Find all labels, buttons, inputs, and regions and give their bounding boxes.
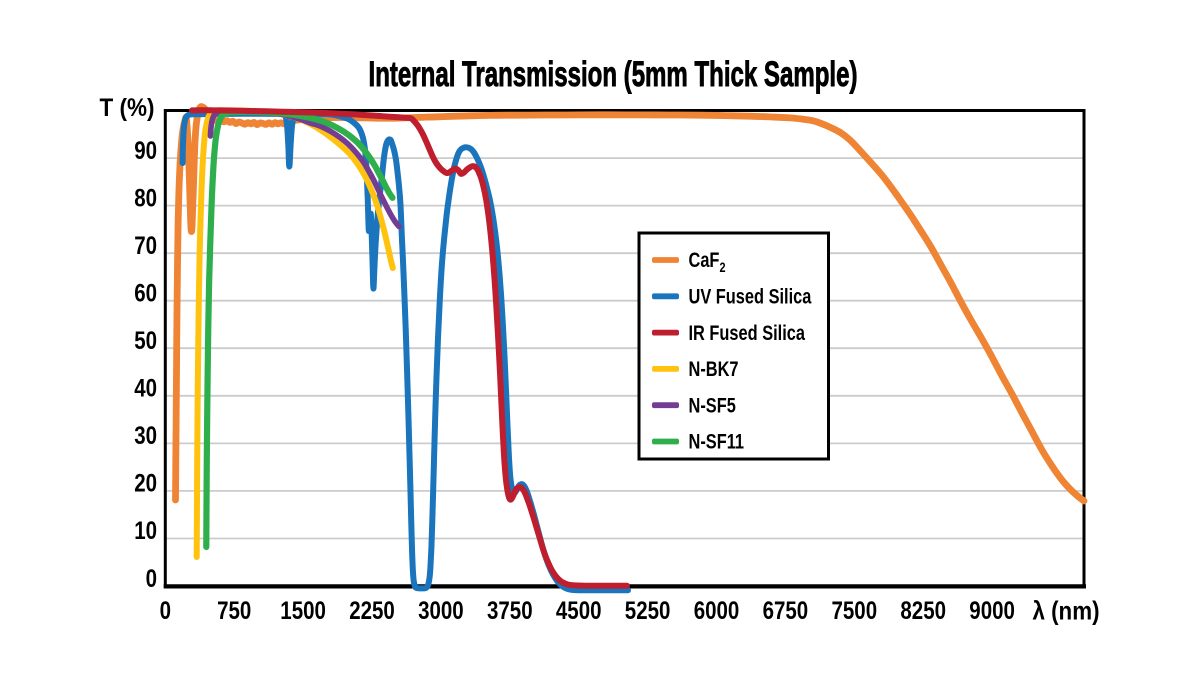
svg-text:10: 10 bbox=[134, 516, 157, 544]
svg-text:Internal Transmission (5mm Thi: Internal Transmission (5mm Thick Sample) bbox=[369, 56, 858, 94]
svg-text:750: 750 bbox=[217, 596, 251, 624]
svg-text:6000: 6000 bbox=[694, 596, 740, 624]
svg-text:IR Fused Silica: IR Fused Silica bbox=[689, 321, 806, 344]
svg-text:30: 30 bbox=[134, 421, 157, 449]
svg-text:5250: 5250 bbox=[625, 596, 671, 624]
svg-text:λ (nm): λ (nm) bbox=[1032, 597, 1099, 626]
svg-text:4500: 4500 bbox=[556, 596, 602, 624]
svg-text:20: 20 bbox=[134, 469, 157, 497]
svg-text:T (%): T (%) bbox=[100, 94, 155, 122]
svg-text:N-SF5: N-SF5 bbox=[689, 393, 736, 416]
svg-text:8250: 8250 bbox=[900, 596, 946, 624]
svg-text:N-BK7: N-BK7 bbox=[689, 357, 739, 380]
svg-text:3750: 3750 bbox=[487, 596, 533, 624]
svg-text:70: 70 bbox=[134, 231, 157, 259]
svg-text:80: 80 bbox=[134, 183, 157, 211]
svg-text:90: 90 bbox=[134, 136, 157, 164]
svg-text:N-SF11: N-SF11 bbox=[689, 430, 745, 453]
svg-text:9000: 9000 bbox=[969, 596, 1015, 624]
svg-text:CaF2: CaF2 bbox=[689, 248, 726, 275]
svg-text:60: 60 bbox=[134, 279, 157, 307]
svg-text:1500: 1500 bbox=[280, 596, 326, 624]
svg-text:7500: 7500 bbox=[831, 596, 877, 624]
svg-text:6750: 6750 bbox=[763, 596, 809, 624]
svg-text:0: 0 bbox=[160, 596, 171, 624]
svg-text:3000: 3000 bbox=[418, 596, 464, 624]
svg-text:2250: 2250 bbox=[349, 596, 395, 624]
svg-text:0: 0 bbox=[146, 564, 157, 592]
svg-text:40: 40 bbox=[134, 374, 157, 402]
svg-text:UV Fused Silica: UV Fused Silica bbox=[689, 285, 812, 308]
svg-text:50: 50 bbox=[134, 326, 157, 354]
